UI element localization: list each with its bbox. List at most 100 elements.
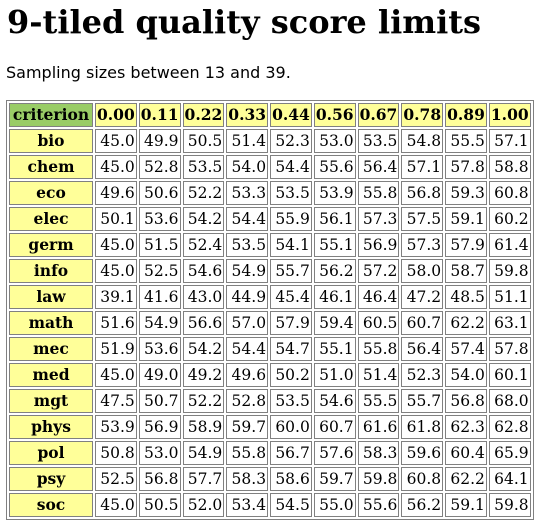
column-header-cell: 0.11 [138,103,181,127]
score-cell: 61.6 [357,415,400,439]
score-cell: 54.2 [182,207,225,231]
score-cell: 52.3 [270,129,312,153]
score-cell: 53.5 [357,129,400,153]
score-cell: 57.7 [182,467,225,491]
score-cell: 58.6 [270,467,312,491]
score-cell: 52.5 [95,467,137,491]
score-cell: 58.9 [182,415,225,439]
score-cell: 53.0 [138,441,181,465]
score-cell: 60.0 [270,415,312,439]
score-cell: 57.9 [445,233,487,257]
score-cell: 56.9 [138,415,181,439]
score-cell: 47.5 [95,389,137,413]
score-cell: 59.1 [445,207,487,231]
score-cell: 56.4 [357,155,400,179]
column-header-cell: 0.67 [357,103,400,127]
score-cell: 45.0 [95,363,137,387]
score-cell: 49.2 [182,363,225,387]
table-row: mgt 47.5 50.7 52.2 52.8 53.5 54.6 55.5 55.7 56.8 6… [9,389,531,413]
score-cell: 50.5 [138,493,181,517]
score-cell: 59.7 [313,467,356,491]
row-header-cell: soc [9,493,93,517]
score-cell: 46.4 [357,285,400,309]
score-cell: 39.1 [95,285,137,309]
score-cell: 55.5 [357,389,400,413]
row-header-cell: mgt [9,389,93,413]
score-cell: 54.5 [270,493,312,517]
score-cell: 54.6 [313,389,356,413]
score-cell: 45.0 [95,155,137,179]
score-cell: 57.1 [401,155,444,179]
score-cell: 61.4 [488,233,531,257]
page-title: 9-tiled quality score limits [7,3,482,41]
score-cell: 44.9 [226,285,269,309]
score-cell: 45.4 [270,285,312,309]
table-row: soc 45.0 50.5 52.0 53.4 54.5 55.0 55.6 56.2 59.1 5… [9,493,531,517]
score-cell: 56.7 [270,441,312,465]
column-header-cell: 0.78 [401,103,444,127]
score-cell: 49.6 [226,363,269,387]
score-cell: 62.2 [445,467,487,491]
score-cell: 56.6 [182,311,225,335]
score-cell: 51.4 [357,363,400,387]
row-header-cell: chem [9,155,93,179]
score-cell: 59.6 [401,441,444,465]
score-cell: 55.1 [313,233,356,257]
score-cell: 58.7 [445,259,487,283]
score-cell: 57.0 [226,311,269,335]
score-cell: 60.1 [488,363,531,387]
score-cell: 54.1 [270,233,312,257]
score-cell: 61.8 [401,415,444,439]
column-header-cell: 0.44 [270,103,312,127]
score-cell: 52.0 [182,493,225,517]
score-cell: 51.9 [95,337,137,361]
score-cell: 49.9 [138,129,181,153]
score-cell: 49.0 [138,363,181,387]
score-cell: 56.8 [401,181,444,205]
row-header-cell: math [9,311,93,335]
table-row: elec 50.1 53.6 54.2 54.4 55.9 56.1 57.3 57.5 59.1… [9,207,531,231]
table-row: germ 45.0 51.5 52.4 53.5 54.1 55.1 56.9 57.3 57.9… [9,233,531,257]
score-cell: 64.1 [488,467,531,491]
score-cell: 54.6 [182,259,225,283]
score-cell: 43.0 [182,285,225,309]
score-cell: 51.4 [226,129,269,153]
score-cell: 57.5 [401,207,444,231]
score-cell: 50.7 [138,389,181,413]
header-row: criterion 0.00 0.11 0.22 0.33 0.44 0.56 0.67 0.… [9,103,531,127]
score-cell: 50.6 [138,181,181,205]
table-row: mec 51.9 53.6 54.2 54.4 54.7 55.1 55.8 56.4 57.4 5… [9,337,531,361]
column-header-cell: 0.89 [445,103,487,127]
score-cell: 55.0 [313,493,356,517]
score-cell: 57.8 [488,337,531,361]
score-cell: 56.2 [401,493,444,517]
row-header-cell: law [9,285,93,309]
score-cell: 56.8 [138,467,181,491]
score-cell: 58.3 [357,441,400,465]
score-cell: 50.8 [95,441,137,465]
table-row: eco 49.6 50.6 52.2 53.3 53.5 53.9 55.8 56.8 59.3 6… [9,181,531,205]
score-cell: 47.2 [401,285,444,309]
score-cell: 55.6 [313,155,356,179]
score-cell: 56.1 [313,207,356,231]
row-header-cell: psy [9,467,93,491]
score-cell: 55.7 [401,389,444,413]
quality-score-table: criterion 0.00 0.11 0.22 0.33 0.44 0.56 0.67 0.… [6,100,534,520]
score-cell: 53.5 [270,181,312,205]
score-cell: 45.0 [95,259,137,283]
score-cell: 53.0 [313,129,356,153]
row-header-cell: med [9,363,93,387]
score-cell: 62.8 [488,415,531,439]
score-cell: 57.9 [270,311,312,335]
score-cell: 60.7 [313,415,356,439]
score-cell: 60.5 [357,311,400,335]
score-cell: 58.8 [488,155,531,179]
score-cell: 53.9 [313,181,356,205]
score-cell: 58.0 [401,259,444,283]
score-cell: 51.6 [95,311,137,335]
row-header-cell: mec [9,337,93,361]
score-cell: 65.9 [488,441,531,465]
score-cell: 55.5 [445,129,487,153]
score-cell: 53.4 [226,493,269,517]
score-cell: 51.1 [488,285,531,309]
